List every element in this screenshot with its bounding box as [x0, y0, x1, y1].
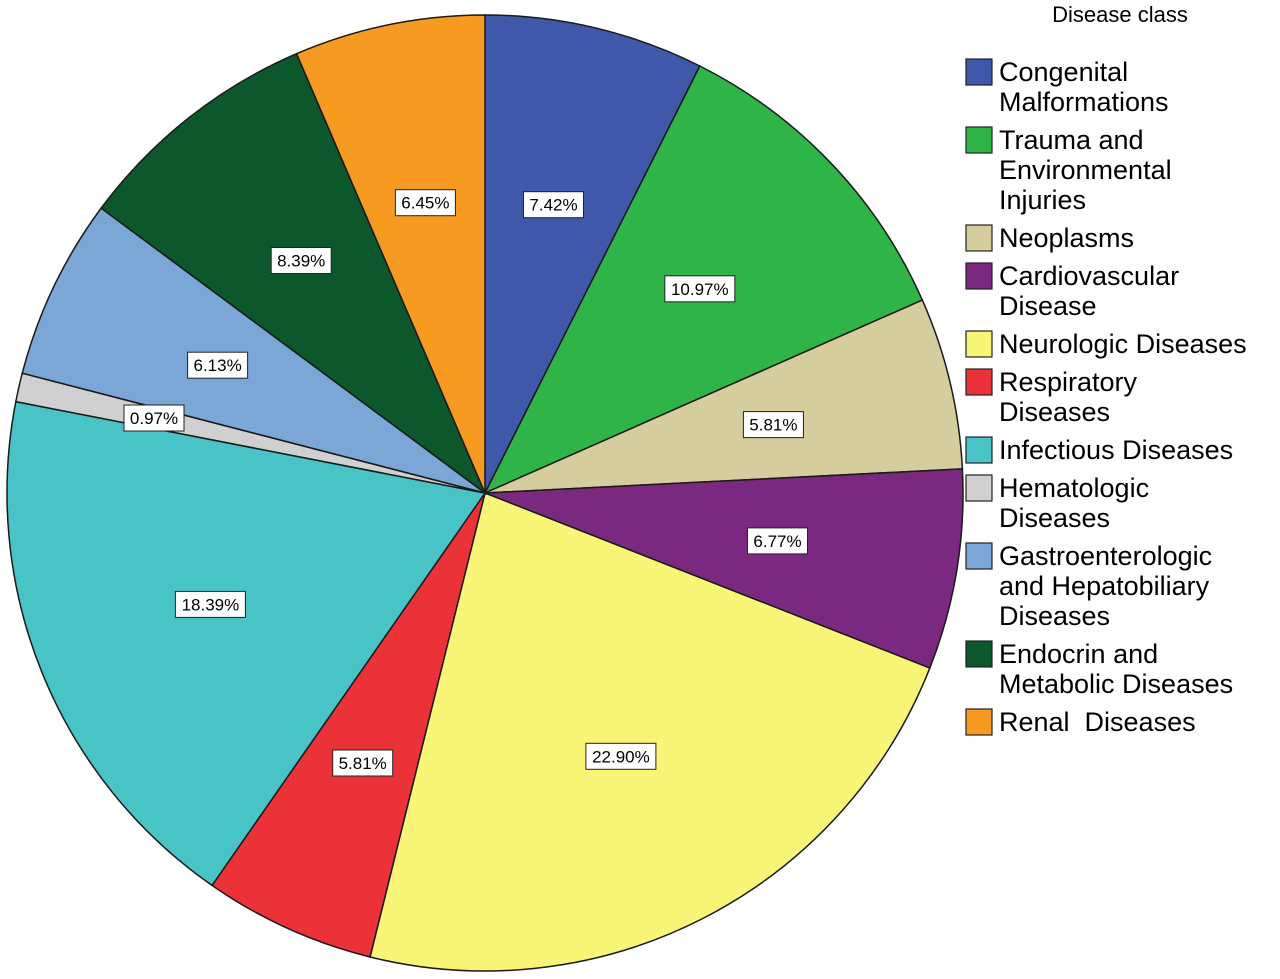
legend-swatch — [965, 436, 993, 464]
legend-label: Infectious Diseases — [999, 435, 1233, 465]
data-label-box — [187, 351, 249, 379]
legend-title: Disease class — [1052, 2, 1188, 27]
legend-item-gastroenterologic-and-hepatobiliary-diseases: Gastroenterologic and Hepatobiliary Diseas… — [965, 541, 1212, 631]
legend-item-endocrin-and-metabolic-diseases: Endocrin and Metabolic Diseases — [965, 639, 1233, 699]
pie-slice-neoplasms — [484, 299, 964, 494]
data-label-trauma-and-environmental-injuries: 10.97% — [664, 275, 736, 303]
legend-label: Respiratory Diseases — [999, 367, 1138, 427]
legend-swatch — [965, 640, 993, 668]
legend-label: Neurologic Diseases — [999, 329, 1247, 359]
data-label-text: 6.13% — [193, 356, 241, 375]
data-label-text: 8.39% — [277, 252, 325, 271]
data-label-text: 5.81% — [749, 416, 797, 435]
legend-swatch — [965, 542, 993, 570]
legend-item-renal-diseases: Renal Diseases — [965, 707, 1196, 737]
legend-swatch — [965, 368, 993, 396]
data-label-cardiovascular-disease: 6.77% — [747, 527, 808, 555]
legend-item-respiratory-diseases: Respiratory Diseases — [965, 367, 1138, 427]
data-label-box — [123, 404, 185, 432]
data-label-text: 5.81% — [339, 754, 387, 773]
data-label-respiratory-diseases: 5.81% — [332, 749, 394, 777]
data-label-box — [664, 275, 736, 303]
data-label-renal-diseases: 6.45% — [394, 189, 456, 217]
pie-slice-neurologic-diseases — [369, 491, 931, 972]
legend-label: Cardiovascular Disease — [999, 261, 1179, 321]
data-label-neoplasms: 5.81% — [742, 411, 804, 439]
data-label-box — [523, 191, 584, 219]
data-label-box — [270, 247, 332, 274]
legend-item-infectious-diseases: Infectious Diseases — [965, 435, 1233, 465]
data-label-box — [174, 590, 246, 618]
data-label-hematologic-diseases: 0.97% — [123, 404, 185, 432]
legend-swatch — [965, 224, 993, 252]
legend-label: Congenital Malformations — [999, 57, 1169, 117]
legend-item-cardiovascular-disease: Cardiovascular Disease — [965, 261, 1179, 321]
legend-label: Gastroenterologic and Hepatobiliary Diseas… — [999, 541, 1212, 631]
data-label-box — [747, 527, 808, 555]
data-label-congenital-malformations: 7.42% — [523, 191, 584, 219]
legend-swatch — [965, 330, 993, 358]
data-label-endocrin-and-metabolic-diseases: 8.39% — [270, 247, 332, 274]
legend-item-neoplasms: Neoplasms — [965, 223, 1134, 253]
legend-swatch — [965, 58, 993, 86]
legend-item-hematologic-diseases: Hematologic Diseases — [965, 473, 1149, 533]
legend-label: Hematologic Diseases — [999, 473, 1149, 533]
pie-slice-respiratory-diseases — [210, 492, 486, 958]
legend-swatch — [965, 126, 993, 154]
legend-item-congenital-malformations: Congenital Malformations — [965, 57, 1169, 117]
data-label-text: 6.45% — [401, 194, 449, 213]
data-label-text: 22.90% — [592, 747, 650, 766]
pie-slice-congenital-malformations — [484, 14, 701, 494]
legend-label: Trauma and Environmental Injuries — [999, 125, 1172, 215]
legend: Disease class Congenital Malformations Tra… — [965, 2, 1247, 737]
data-label-box — [332, 749, 394, 777]
data-label-text: 18.39% — [182, 595, 240, 614]
data-label-box — [394, 189, 456, 217]
legend-swatch — [965, 262, 993, 290]
data-label-text: 0.97% — [130, 409, 178, 428]
pie-slice-cardiovascular-disease — [484, 468, 964, 670]
data-label-text: 10.97% — [671, 280, 729, 299]
legend-swatch — [965, 474, 993, 502]
data-label-box — [585, 742, 657, 770]
legend-item-neurologic-diseases: Neurologic Diseases — [965, 329, 1247, 359]
legend-label: Endocrin and Metabolic Diseases — [999, 639, 1233, 699]
legend-label: Renal Diseases — [999, 707, 1196, 737]
data-label-box — [742, 411, 804, 439]
legend-swatch — [965, 708, 993, 736]
pie-slice-gastroenterologic-and-hepatobiliary-diseases — [21, 207, 486, 494]
data-label-text: 6.77% — [753, 532, 801, 551]
pie-data-labels: 7.42% 10.97% 5.81% 6.77% 22.90% 5.81% 18.39% 0.… — [123, 189, 808, 777]
pie-slices — [6, 14, 964, 972]
pie-slice-infectious-diseases — [6, 400, 487, 887]
data-label-infectious-diseases: 18.39% — [174, 590, 246, 618]
data-label-neurologic-diseases: 22.90% — [585, 742, 657, 770]
legend-label: Neoplasms — [999, 223, 1134, 253]
data-label-text: 7.42% — [529, 196, 577, 215]
legend-item-trauma-and-environmental-injuries: Trauma and Environmental Injuries — [965, 125, 1172, 215]
data-label-gastroenterologic-and-hepatobiliary-diseases: 6.13% — [187, 351, 249, 379]
pie-slice-renal-diseases — [295, 14, 486, 494]
